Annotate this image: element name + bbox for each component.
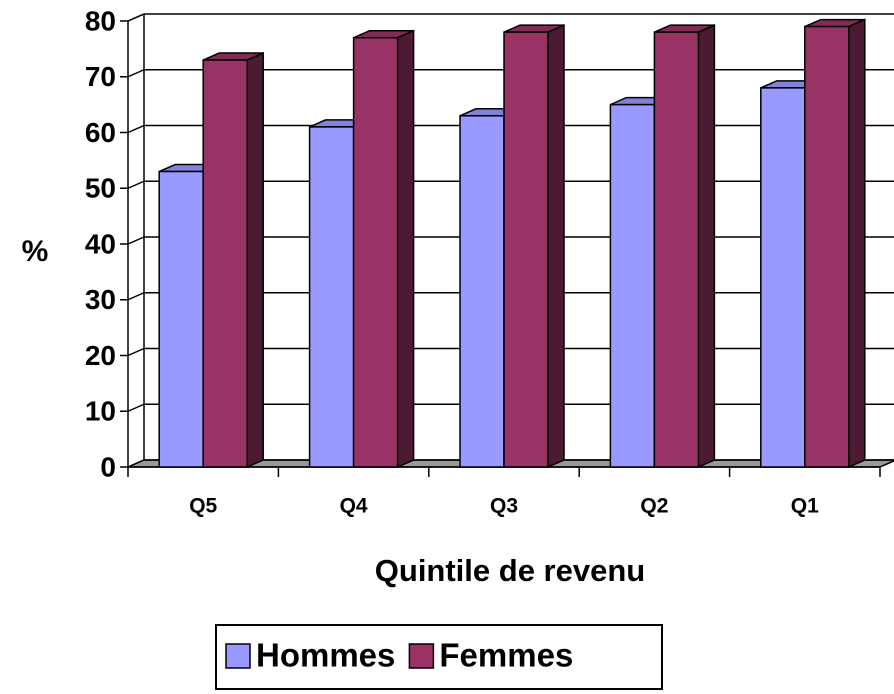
bar-side [246,51,264,469]
y-tick-label: 30 [85,284,116,315]
legend-swatch [225,643,251,669]
bar [308,126,355,468]
y-axis-label: % [22,235,49,268]
y-tick-label: 50 [85,173,116,204]
grid-line-side [127,124,145,134]
bar [202,59,248,468]
grid-line-side [127,459,145,468]
grid-line-side [127,347,145,357]
grid-line-side [127,292,145,301]
bar [352,36,399,468]
y-tick-label: 60 [85,117,116,148]
bar [459,115,505,468]
legend-swatch [408,643,435,669]
x-axis-label: Quintile de revenu [375,553,645,588]
bar [760,87,806,468]
legend-label: Femmes [439,637,573,674]
y-tick-label: 10 [85,396,116,427]
x-tick-label: Q5 [189,495,217,518]
y-tick-label: 0 [100,451,116,482]
bar [804,25,850,468]
y-tick-label: 40 [85,228,116,259]
grid-line-side [127,180,145,189]
grid-line-side [127,69,145,78]
bar-side [547,24,565,469]
legend-label: Hommes [256,637,395,674]
legend-box [215,624,663,690]
x-tick-label: Q4 [340,495,368,518]
bar-side [848,18,866,469]
bar [609,103,656,468]
y-tick-label: 80 [85,5,116,36]
bar-side [396,29,415,469]
x-tick-label: Q1 [791,495,819,518]
y-tick-label: 70 [85,61,116,92]
bar-side [697,24,716,469]
x-tick-label: Q3 [490,495,518,518]
grid-line-side [127,403,145,412]
grid-line-side [127,13,145,22]
x-tick-label: Q2 [640,495,668,518]
grid-line-side [127,236,145,245]
bar [503,31,549,468]
bar [653,31,700,468]
bar [158,170,204,468]
y-tick-label: 20 [85,340,116,371]
